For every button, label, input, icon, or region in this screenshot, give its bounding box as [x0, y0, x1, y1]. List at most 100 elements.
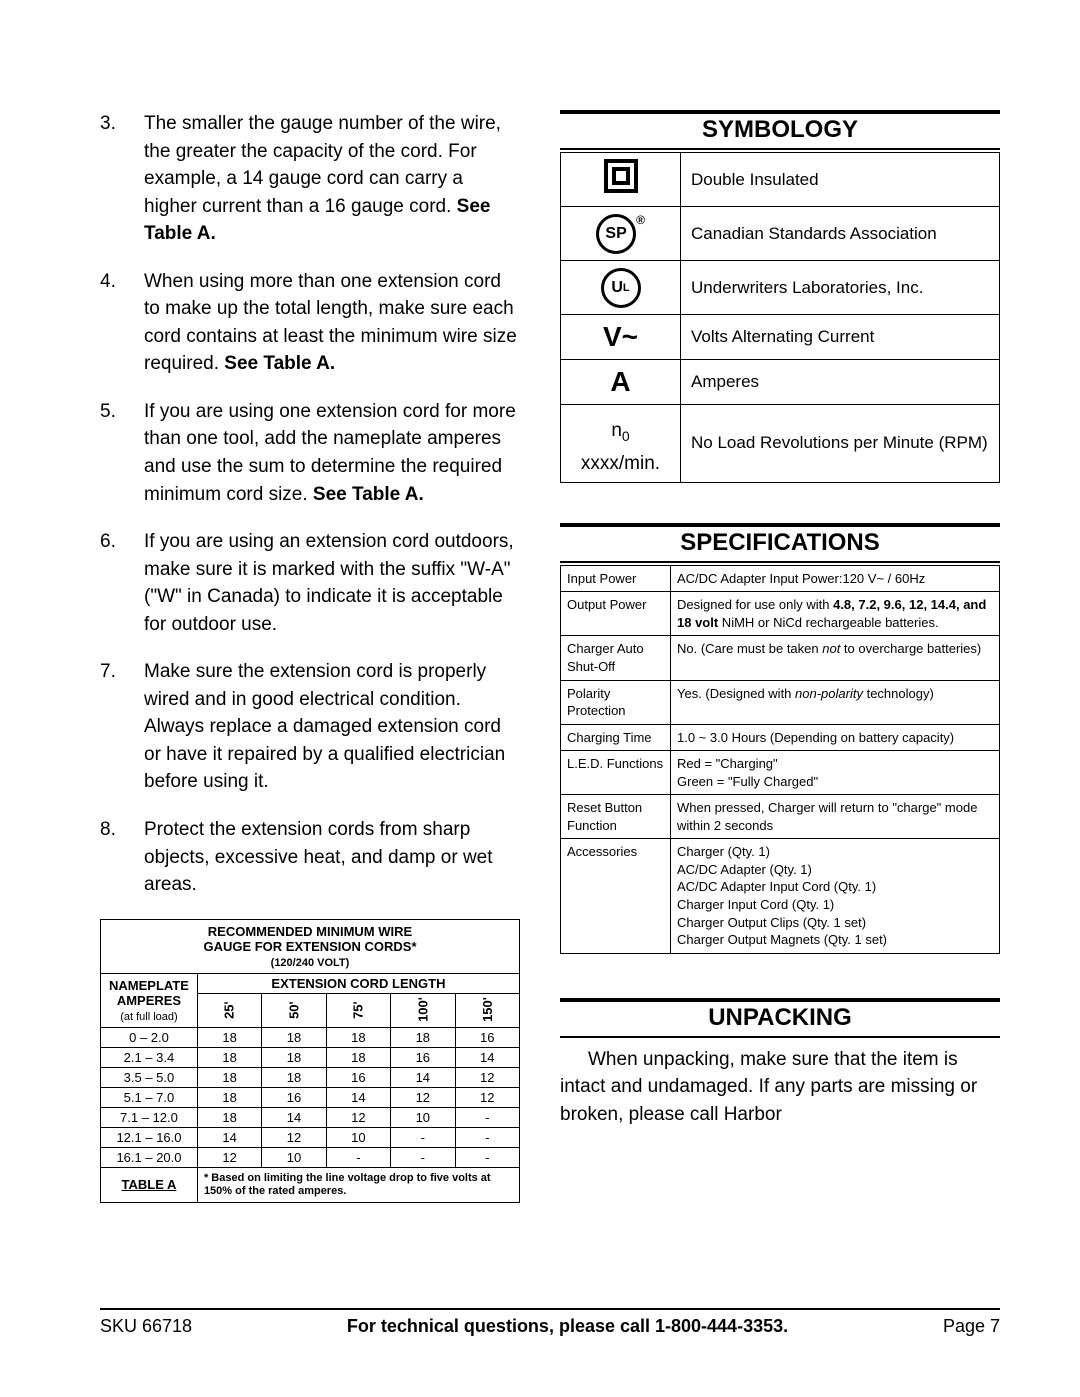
wire-range: 7.1 – 12.0: [101, 1107, 198, 1127]
list-item-body: If you are using an extension cord outdo…: [144, 528, 520, 638]
right-column: SYMBOLOGY Double InsulatedSP® Canadian S…: [560, 110, 1000, 1203]
wire-table-title1: RECOMMENDED MINIMUM WIRE: [208, 924, 412, 939]
symbol-cell: SP®: [561, 207, 681, 261]
symbol-cell: n0 xxxx/min.: [561, 405, 681, 483]
footer-phone: For technical questions, please call 1-8…: [347, 1316, 788, 1337]
wire-gauge-cell: 16: [391, 1047, 455, 1067]
wire-gauge-cell: 12: [391, 1087, 455, 1107]
list-item-num: 8.: [100, 816, 144, 899]
symbol-desc: Amperes: [681, 360, 1000, 405]
list-item: 6. If you are using an extension cord ou…: [100, 528, 520, 638]
wire-gauge-cell: -: [455, 1127, 520, 1147]
wire-gauge-cell: 10: [326, 1127, 390, 1147]
wire-gauge-cell: 18: [197, 1067, 261, 1087]
wire-range: 12.1 – 16.0: [101, 1127, 198, 1147]
wire-table-title3: (120/240 VOLT): [271, 957, 350, 969]
spec-label: Accessories: [561, 839, 671, 953]
wire-foot-note: * Based on limiting the line voltage dro…: [197, 1167, 519, 1202]
symbol-desc: Volts Alternating Current: [681, 315, 1000, 360]
list-item-body: Make sure the extension cord is properly…: [144, 658, 520, 796]
symbol-desc: No Load Revolutions per Minute (RPM): [681, 405, 1000, 483]
spec-value: Red = "Charging"Green = "Fully Charged": [671, 751, 1000, 795]
footer-page: Page 7: [943, 1316, 1000, 1337]
wire-gauge-cell: 14: [391, 1067, 455, 1087]
unpacking-text: When unpacking, make sure that the item …: [560, 1046, 1000, 1129]
spec-label: L.E.D. Functions: [561, 751, 671, 795]
list-item-num: 3.: [100, 110, 144, 248]
symbol-desc: Underwriters Laboratories, Inc.: [681, 261, 1000, 315]
spec-value: No. (Care must be taken not to overcharg…: [671, 636, 1000, 680]
wire-length-header: 100': [391, 993, 455, 1027]
list-item: 8. Protect the extension cords from shar…: [100, 816, 520, 899]
list-item-body: The smaller the gauge number of the wire…: [144, 110, 520, 248]
list-item-body: If you are using one extension cord for …: [144, 398, 520, 508]
wire-col1-c: (at full load): [120, 1011, 177, 1023]
double-insulated-icon: [604, 159, 638, 193]
wire-col1-b: AMPERES: [117, 993, 181, 1008]
wire-gauge-cell: 14: [326, 1087, 390, 1107]
wire-range: 0 – 2.0: [101, 1027, 198, 1047]
list-item: 4. When using more than one extension co…: [100, 268, 520, 378]
wire-gauge-cell: 10: [262, 1147, 326, 1167]
list-item-body: Protect the extension cords from sharp o…: [144, 816, 520, 899]
wire-length-header: 150': [455, 993, 520, 1027]
spec-label: Polarity Protection: [561, 680, 671, 724]
csa-icon: SP: [596, 214, 636, 254]
spec-value: When pressed, Charger will return to "ch…: [671, 795, 1000, 839]
spec-label: Charging Time: [561, 724, 671, 751]
list-item-num: 4.: [100, 268, 144, 378]
spec-value: 1.0 ~ 3.0 Hours (Depending on battery ca…: [671, 724, 1000, 751]
wire-gauge-cell: 18: [262, 1027, 326, 1047]
symbology-table: Double InsulatedSP® Canadian Standards A…: [560, 152, 1000, 483]
wire-gauge-cell: 14: [262, 1107, 326, 1127]
list-item-body: When using more than one extension cord …: [144, 268, 520, 378]
list-item-num: 7.: [100, 658, 144, 796]
wire-table-title2: GAUGE FOR EXTENSION CORDS*: [203, 939, 416, 954]
wire-gauge-cell: -: [455, 1107, 520, 1127]
footer-sku: SKU 66718: [100, 1316, 192, 1337]
numbered-list: 3. The smaller the gauge number of the w…: [100, 110, 520, 899]
page-footer: SKU 66718 For technical questions, pleas…: [100, 1308, 1000, 1337]
wire-gauge-cell: 14: [455, 1047, 520, 1067]
spec-label: Output Power: [561, 592, 671, 636]
wire-gauge-cell: 18: [326, 1027, 390, 1047]
spec-value: Designed for use only with 4.8, 7.2, 9.6…: [671, 592, 1000, 636]
spec-value: Yes. (Designed with non-polarity technol…: [671, 680, 1000, 724]
wire-range: 2.1 – 3.4: [101, 1047, 198, 1067]
spec-label: Charger Auto Shut-Off: [561, 636, 671, 680]
symbol-cell: UL: [561, 261, 681, 315]
amp-icon: A: [610, 366, 630, 397]
wire-gauge-cell: 12: [455, 1067, 520, 1087]
rpm-icon: n0 xxxx/min.: [581, 420, 660, 474]
wire-gauge-cell: 16: [262, 1087, 326, 1107]
list-item: 3. The smaller the gauge number of the w…: [100, 110, 520, 248]
wire-length-header: 25': [197, 993, 261, 1027]
spec-value: AC/DC Adapter Input Power:120 V~ / 60Hz: [671, 565, 1000, 592]
wire-gauge-cell: 12: [455, 1087, 520, 1107]
wire-gauge-cell: -: [391, 1127, 455, 1147]
symbol-desc: Double Insulated: [681, 153, 1000, 207]
wire-col-group: EXTENSION CORD LENGTH: [197, 973, 519, 993]
wire-length-header: 75': [326, 993, 390, 1027]
wire-gauge-cell: 10: [391, 1107, 455, 1127]
spec-value: Charger (Qty. 1)AC/DC Adapter (Qty. 1)AC…: [671, 839, 1000, 953]
wire-gauge-cell: 18: [197, 1107, 261, 1127]
wire-gauge-cell: 18: [197, 1047, 261, 1067]
wire-gauge-cell: 12: [326, 1107, 390, 1127]
list-item: 5. If you are using one extension cord f…: [100, 398, 520, 508]
list-item: 7. Make sure the extension cord is prope…: [100, 658, 520, 796]
symbol-cell: [561, 153, 681, 207]
spec-label: Input Power: [561, 565, 671, 592]
symbol-cell: V~: [561, 315, 681, 360]
wire-gauge-cell: -: [455, 1147, 520, 1167]
wire-gauge-cell: 18: [262, 1047, 326, 1067]
wire-gauge-cell: -: [326, 1147, 390, 1167]
wire-range: 3.5 – 5.0: [101, 1067, 198, 1087]
ul-icon: UL: [601, 268, 641, 308]
wire-foot-label: TABLE A: [101, 1167, 198, 1202]
symbol-desc: Canadian Standards Association: [681, 207, 1000, 261]
specs-heading: SPECIFICATIONS: [560, 523, 1000, 563]
wire-range: 5.1 – 7.0: [101, 1087, 198, 1107]
wire-length-header: 50': [262, 993, 326, 1027]
wire-range: 16.1 – 20.0: [101, 1147, 198, 1167]
